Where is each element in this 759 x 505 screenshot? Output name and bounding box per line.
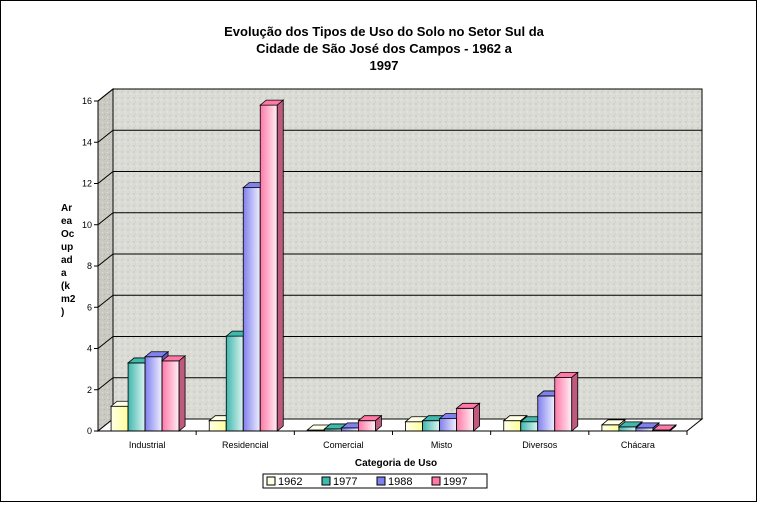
y-tick-label: 10 [82, 220, 92, 230]
bar-1997-Misto [456, 407, 474, 432]
grid-line-depth [97, 294, 114, 308]
x-category-label: Comercial [323, 440, 364, 450]
bar-1997-Industrial [161, 360, 180, 432]
bar-1962-Chácara [601, 424, 620, 432]
chart-title-line-3: 1997 [370, 58, 399, 73]
bar-side [375, 414, 382, 432]
bar-1988-Residencial [242, 187, 261, 432]
bar-1997-Residencial [259, 104, 278, 432]
y-axis-title-line: ea [61, 216, 73, 227]
bar-side [473, 402, 480, 432]
x-axis-labels: Industrial Residencial Comercial Misto Diver… [98, 430, 688, 450]
y-axis-title-line: Oc [61, 229, 75, 240]
bar-1977-Chácara [618, 426, 637, 432]
bar-1962-Residencial [208, 420, 227, 432]
chart-title-line-2: Cidade de São José dos Campos - 1962 a [256, 41, 513, 56]
grid-line-depth [97, 88, 114, 102]
grid-line-depth [97, 377, 114, 391]
bar-side [178, 355, 186, 432]
bar-1988-Misto [439, 418, 457, 432]
legend-swatch-1977 [321, 476, 331, 486]
bar-1962-Diversos [503, 420, 522, 432]
grid-line-depth [97, 171, 114, 184]
legend-label-1997: 1997 [443, 476, 467, 488]
grid-line-depth [97, 253, 114, 267]
bar-side [571, 371, 579, 432]
legend-swatch-1962 [266, 476, 276, 486]
bar-1962-Misto [405, 421, 423, 432]
legend-box [262, 473, 488, 489]
bar-1977-Residencial [225, 335, 244, 432]
y-tick-label: 12 [82, 179, 92, 189]
bar-1977-Diversos [520, 421, 539, 432]
bar-1997-Diversos [554, 376, 573, 432]
grid-line-depth [97, 212, 114, 226]
x-axis-title: Categoria de Uso [355, 458, 437, 469]
bar-side [276, 99, 284, 432]
y-tick-label: 6 [87, 302, 92, 312]
y-axis-title: Ar ea Oc up ad a (k m2) [61, 203, 76, 318]
x-category-label: Chácara [621, 440, 655, 450]
bar-1962-Industrial [110, 405, 129, 432]
y-tick-label: 16 [82, 96, 92, 106]
y-tick-label: 2 [87, 385, 92, 395]
bar-1977-Industrial [127, 362, 146, 432]
bar-1977-Misto [422, 420, 440, 432]
y-axis-title-line: m2 [61, 294, 76, 305]
chart-title-line-1: Evolução dos Tipos de Uso do Solo no Set… [224, 24, 545, 39]
legend-swatch-1988 [376, 476, 386, 486]
bar-1988-Industrial [144, 356, 163, 432]
y-axis-ticks: 0 2 4 6 8 10 12 14 16 [82, 96, 99, 436]
legend-label-1962: 1962 [278, 476, 302, 488]
bar-1997-Comercial [358, 420, 376, 432]
legend-label-1977: 1977 [333, 476, 357, 488]
bar-1988-Diversos [537, 395, 556, 432]
y-axis-title-line: (k [61, 281, 70, 292]
y-axis-title-line: ad [61, 255, 73, 266]
legend: 1962 1977 1988 1997 [262, 473, 488, 489]
x-category-label: Misto [431, 440, 453, 450]
x-category-label: Residencial [222, 440, 269, 450]
x-category-label: Industrial [129, 440, 166, 450]
grid-lines [97, 88, 702, 391]
y-axis-title-line: a [61, 268, 67, 279]
y-tick-label: 4 [87, 344, 92, 354]
bars-group [109, 99, 678, 432]
chart-title: Evolução dos Tipos de Uso do Solo no Set… [224, 24, 545, 73]
y-axis-title-line: Ar [61, 203, 72, 214]
grid-line-depth [97, 129, 114, 143]
y-axis-title-line: up [61, 242, 73, 253]
legend-label-1988: 1988 [388, 476, 412, 488]
y-tick-label: 0 [87, 426, 92, 436]
grid-line-depth [97, 336, 114, 349]
legend-swatch-1997 [431, 476, 441, 486]
y-tick-label: 8 [87, 261, 92, 271]
y-axis-title-line: ) [61, 307, 64, 318]
x-category-label: Diversos [522, 440, 558, 450]
y-tick-label: 14 [82, 137, 92, 147]
